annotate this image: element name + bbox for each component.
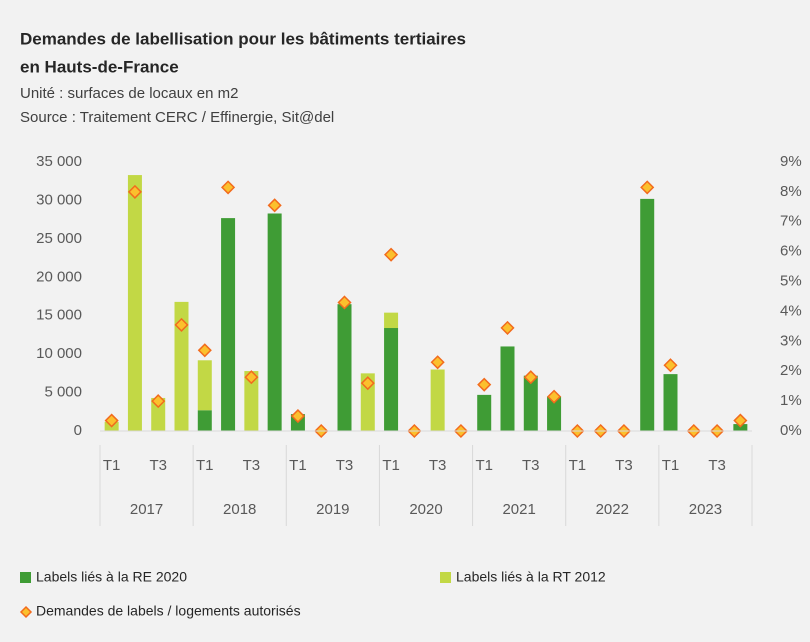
group-label: 2021 — [502, 501, 535, 518]
bar — [384, 328, 399, 431]
bar — [477, 394, 492, 431]
bar — [197, 410, 212, 431]
y-tick-label: 5 000 — [44, 384, 82, 401]
legend-marker — [19, 605, 33, 619]
x-tick-label: T3 — [708, 457, 726, 474]
bar — [663, 374, 678, 431]
marker — [151, 394, 166, 409]
y-tick-label: 30 000 — [36, 191, 82, 208]
legend-label: Demandes de labels / logements autorisés — [36, 603, 301, 619]
y-tick-label: 25 000 — [36, 230, 82, 247]
x-tick-label: T1 — [382, 457, 400, 474]
marker — [104, 413, 119, 428]
y2-tick-label: 8% — [780, 183, 802, 200]
y-tick-label: 10 000 — [36, 345, 82, 362]
x-tick-label: T3 — [149, 457, 167, 474]
bar — [384, 312, 399, 329]
group-label: 2018 — [223, 501, 256, 518]
group-label: 2017 — [130, 501, 163, 518]
chart-title: Demandes de labellisation pour les bâtim… — [20, 29, 466, 48]
bar — [197, 360, 212, 411]
marker — [477, 377, 492, 392]
group-label: 2020 — [409, 501, 442, 518]
marker — [290, 408, 305, 424]
bar — [640, 198, 655, 431]
bar — [151, 397, 166, 431]
x-tick-label: T3 — [522, 457, 540, 474]
x-tick-label: T3 — [336, 457, 354, 474]
bar — [267, 213, 282, 431]
bar — [430, 369, 445, 431]
chart-subtitle: Source : Traitement CERC / Effinergie, S… — [20, 109, 334, 126]
x-tick-label: T3 — [429, 457, 447, 474]
bar — [360, 373, 375, 431]
bar — [174, 301, 189, 431]
y2-tick-label: 2% — [780, 362, 802, 379]
legend-swatch — [440, 572, 451, 583]
y2-tick-label: 7% — [780, 213, 802, 230]
group-label: 2023 — [689, 501, 722, 518]
legend-label: Labels liés à la RE 2020 — [36, 569, 187, 585]
marker — [267, 198, 282, 213]
bar — [500, 346, 515, 431]
legend-label: Labels liés à la RT 2012 — [456, 569, 606, 585]
group-label: 2022 — [596, 501, 629, 518]
y2-tick-label: 9% — [780, 153, 802, 170]
bar — [523, 375, 538, 431]
chart-subtitle: Unité : surfaces de locaux en m2 — [20, 85, 238, 102]
y-tick-label: 20 000 — [36, 268, 82, 285]
bar — [337, 304, 352, 431]
x-tick-label: T1 — [289, 457, 307, 474]
y2-tick-label: 0% — [780, 422, 802, 439]
bar — [547, 396, 562, 431]
marker — [663, 358, 678, 373]
y2-tick-label: 3% — [780, 332, 802, 349]
y-tick-label: 0 — [74, 422, 82, 439]
marker — [640, 180, 655, 195]
marker — [197, 343, 212, 358]
marker — [733, 413, 748, 428]
y2-tick-label: 1% — [780, 392, 802, 409]
marker — [500, 320, 515, 335]
y-tick-label: 35 000 — [36, 153, 82, 170]
bar — [221, 218, 236, 431]
y2-tick-label: 4% — [780, 302, 802, 319]
marker — [360, 376, 375, 391]
marker — [127, 184, 142, 199]
y2-tick-label: 5% — [780, 273, 802, 290]
marker — [244, 370, 259, 385]
y2-tick-label: 6% — [780, 243, 802, 260]
x-tick-label: T1 — [475, 457, 493, 474]
marker — [384, 247, 399, 262]
legend-swatch — [20, 572, 31, 583]
x-tick-label: T1 — [569, 457, 587, 474]
bar — [127, 175, 142, 431]
x-tick-label: T3 — [243, 457, 261, 474]
group-label: 2019 — [316, 501, 349, 518]
marker — [547, 389, 562, 404]
y-tick-label: 15 000 — [36, 307, 82, 324]
x-tick-label: T1 — [103, 457, 121, 474]
marker — [337, 295, 352, 310]
x-tick-label: T1 — [196, 457, 214, 474]
marker — [523, 370, 538, 385]
chart-title: en Hauts-de-France — [20, 57, 179, 76]
marker — [430, 355, 445, 370]
marker — [221, 180, 236, 195]
x-tick-label: T3 — [615, 457, 633, 474]
bar — [244, 371, 259, 431]
x-tick-label: T1 — [662, 457, 680, 474]
marker — [174, 317, 189, 332]
